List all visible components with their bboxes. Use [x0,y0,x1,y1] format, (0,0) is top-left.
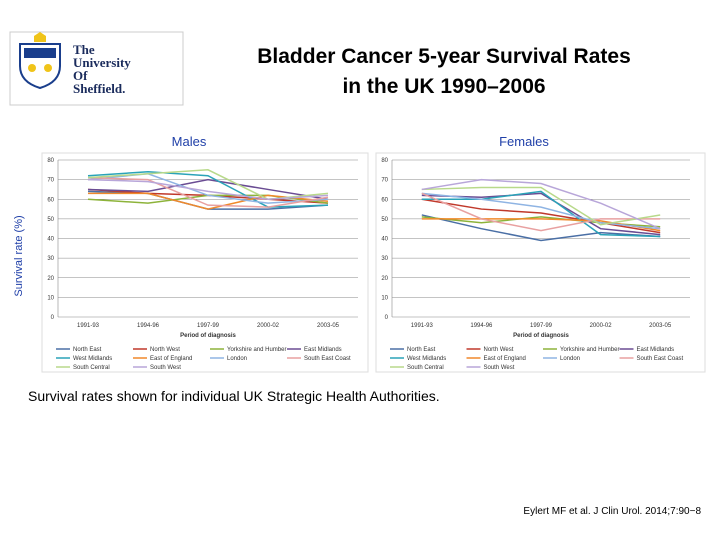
logo-line: University [73,55,131,70]
y-tick-label: 70 [381,178,388,184]
legend-label: North West [484,347,514,353]
x-tick-label: 2003-05 [317,323,340,329]
logo-line: Of [73,68,88,83]
legend-label: South East Coast [637,356,684,362]
legend-label: North East [407,347,436,353]
series-line [421,186,661,226]
legend-label: East of England [150,356,192,362]
legend-label: East Midlands [637,347,675,353]
chart-title: Males [172,134,207,149]
legend-label: South East Coast [304,356,351,362]
logo-line: The [73,42,95,57]
x-tick-label: 1991-93 [411,323,434,329]
y-tick-label: 40 [381,237,388,243]
legend-label: Yorkshire and Humber [227,347,286,353]
y-tick-label: 10 [47,295,54,301]
y-tick-label: 0 [51,315,55,321]
legend-label: South West [484,365,515,371]
series-line [87,178,329,200]
legend-label: East Midlands [304,347,342,353]
x-tick-label: 1994-96 [137,323,160,329]
citation: Eylert MF et al. J Clin Urol. 2014;7:90−… [523,506,701,517]
y-tick-label: 60 [47,197,54,203]
chart-panel [41,152,369,373]
series-line [421,214,661,242]
legend-label: South Central [73,365,110,371]
slide-title: Bladder Cancer 5-year Survival Rates [257,45,631,68]
legend-label: North West [150,347,180,353]
x-axis-label: Period of diagnosis [180,333,236,339]
slide-title: in the UK 1990–2006 [342,75,545,98]
x-tick-label: 1997-99 [530,323,553,329]
y-tick-label: 80 [381,158,388,164]
legend-label: West Midlands [407,356,446,362]
y-tick-label: 30 [381,256,388,262]
series-line [421,178,661,230]
series-line [421,190,661,238]
legend-label: South Central [407,365,444,371]
y-tick-label: 50 [381,217,388,223]
logo-line: Sheffield. [73,81,125,96]
x-tick-label: 1994-96 [470,323,493,329]
y-tick-label: 10 [381,295,388,301]
legend-label: East of England [484,356,526,362]
y-tick-label: 60 [381,197,388,203]
y-tick-label: 50 [47,217,54,223]
y-tick-label: 40 [47,237,54,243]
x-axis-label: Period of diagnosis [513,333,569,339]
series-line [421,192,661,232]
y-tick-label: 0 [385,315,389,321]
logo-crest [19,32,61,90]
y-tick-label: 70 [47,178,54,184]
chart-title: Females [499,134,549,149]
y-tick-label: 20 [381,276,388,282]
series-line [87,178,329,201]
series-line [421,192,661,230]
series-line [87,176,329,208]
legend-label: London [227,356,247,362]
x-tick-label: 1997-99 [197,323,220,329]
y-tick-label: 30 [47,256,54,262]
y-axis-label: Survival rate (%) [13,215,25,296]
caption: Survival rates shown for individual UK S… [28,388,440,404]
legend-label: South West [150,365,181,371]
chart-panel [375,152,706,373]
logo-text: The University Of Sheffield. [73,42,131,96]
series-line [421,198,661,234]
y-tick-label: 20 [47,276,54,282]
legend-label: London [560,356,580,362]
x-tick-label: 2000-02 [590,323,613,329]
y-tick-label: 80 [47,158,54,164]
legend-label: North East [73,347,102,353]
legend-label: Yorkshire and Humber [560,347,619,353]
legend-label: West Midlands [73,356,112,362]
x-tick-label: 1991-93 [77,323,100,329]
series-line [87,171,329,208]
x-tick-label: 2000-02 [257,323,280,329]
x-tick-label: 2003-05 [649,323,672,329]
